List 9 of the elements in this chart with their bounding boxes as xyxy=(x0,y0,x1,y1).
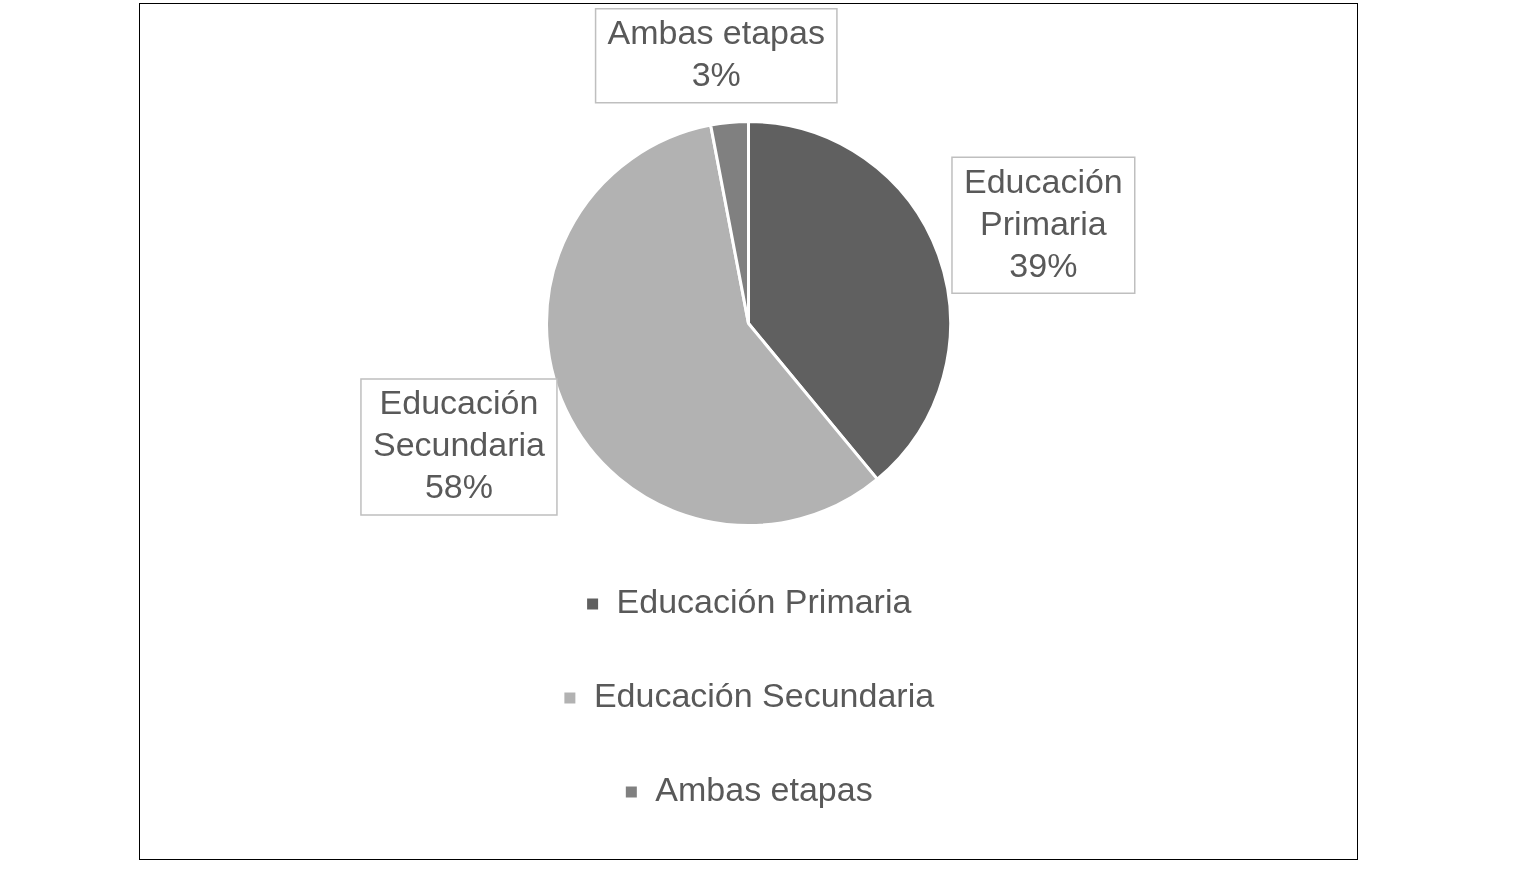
legend-label: Educación Secundaria xyxy=(593,676,935,715)
slice-label: Educación Secundaria xyxy=(372,383,546,464)
slice-label: Educación Primaria xyxy=(963,161,1123,242)
data-label: 58% xyxy=(424,467,493,506)
slice-label: Ambas etapas xyxy=(607,13,825,52)
data-label: 39% xyxy=(1009,245,1078,284)
legend-label: Ambas etapas xyxy=(655,770,873,809)
legend-label: Educación Primaria xyxy=(616,582,912,621)
data-label: 3% xyxy=(691,55,741,94)
